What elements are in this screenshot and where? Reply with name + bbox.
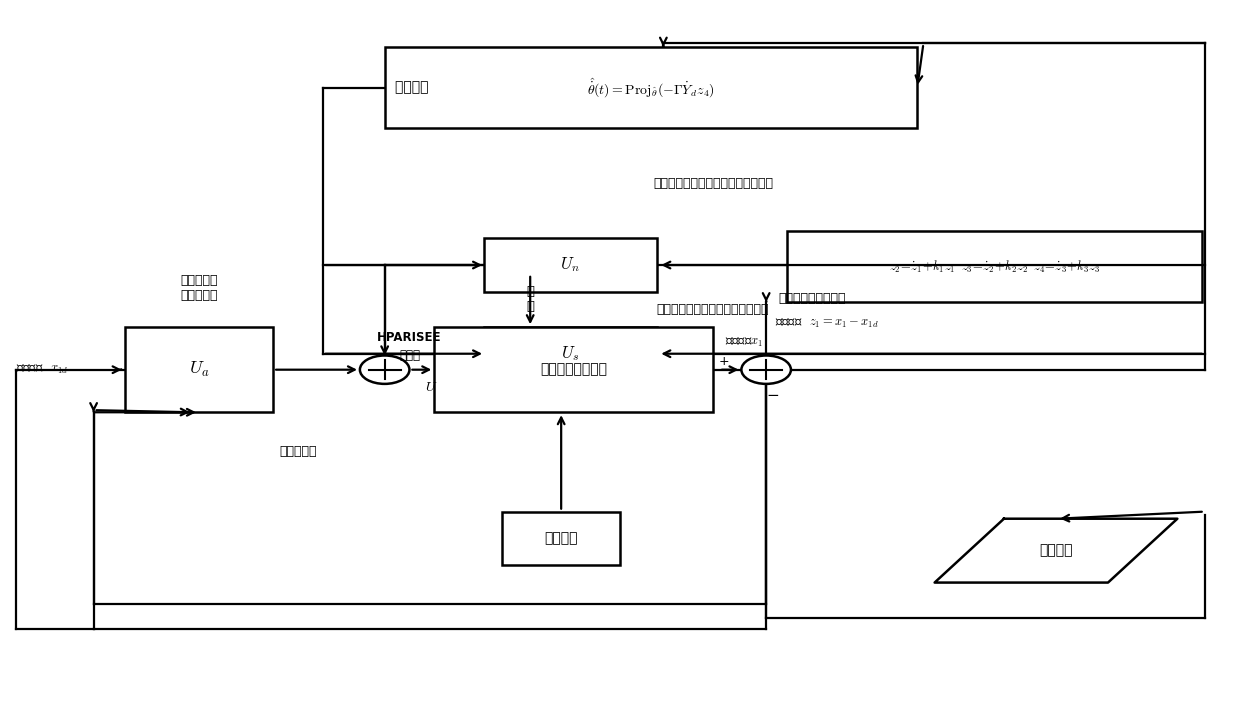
Bar — [502, 512, 620, 565]
Bar — [384, 47, 918, 129]
Bar — [124, 327, 273, 412]
Text: $U_a$: $U_a$ — [188, 360, 210, 379]
Bar — [484, 327, 657, 380]
Text: 性能描述: 性能描述 — [1039, 544, 1073, 557]
Text: 跟踪误差  $z_1=x_1-x_{1d}$: 跟踪误差 $z_1=x_1-x_{1d}$ — [775, 317, 878, 330]
Text: −: − — [766, 387, 779, 402]
Text: 非线性积分鲁棒反馈: 非线性积分鲁棒反馈 — [779, 292, 846, 305]
Text: 全状态反馈: 全状态反馈 — [279, 445, 316, 458]
Text: $U_n$: $U_n$ — [560, 256, 580, 274]
Text: $\hat{\dot{\theta}}(t)=\mathrm{Proj}_{\hat{\theta}}(-\Gamma\dot{Y}_d z_4)$: $\hat{\dot{\theta}}(t)=\mathrm{Proj}_{\h… — [587, 76, 715, 99]
Text: HPARISEE: HPARISEE — [377, 331, 441, 344]
Text: 基本假设: 基本假设 — [544, 531, 578, 545]
Text: 基于扩张误差符号积分的鲁棒反馈: 基于扩张误差符号积分的鲁棒反馈 — [657, 303, 769, 316]
Circle shape — [360, 356, 409, 384]
Text: $U_s$: $U_s$ — [562, 344, 579, 363]
Text: 参数估计: 参数估计 — [394, 80, 438, 95]
Text: 基于不连续投影算子的参数自适应律: 基于不连续投影算子的参数自适应律 — [653, 177, 773, 190]
Circle shape — [742, 356, 791, 384]
Text: +: + — [719, 355, 729, 368]
Text: 输出位置$x_1$: 输出位置$x_1$ — [725, 336, 764, 349]
Text: 电液马达伺服系统: 电液马达伺服系统 — [541, 363, 608, 377]
Bar — [484, 238, 657, 292]
Text: $U$: $U$ — [425, 380, 438, 395]
Text: 控制器: 控制器 — [399, 349, 420, 362]
Bar — [787, 231, 1202, 302]
Text: 基于模型的
前馈控制律: 基于模型的 前馈控制律 — [180, 274, 218, 302]
Text: 干
扰: 干 扰 — [526, 284, 534, 313]
Bar — [434, 327, 713, 412]
Text: $z_2\!=\!\dot{z}_1\!+\!k_1 z_1\;\; z_3\!=\!\dot{z}_2\!+\!k_2 z_2\;\; z_4\!=\!\do: $z_2\!=\!\dot{z}_1\!+\!k_1 z_1\;\; z_3\!… — [889, 259, 1100, 275]
Text: 期望位置  $x_{1d}$: 期望位置 $x_{1d}$ — [16, 363, 68, 376]
